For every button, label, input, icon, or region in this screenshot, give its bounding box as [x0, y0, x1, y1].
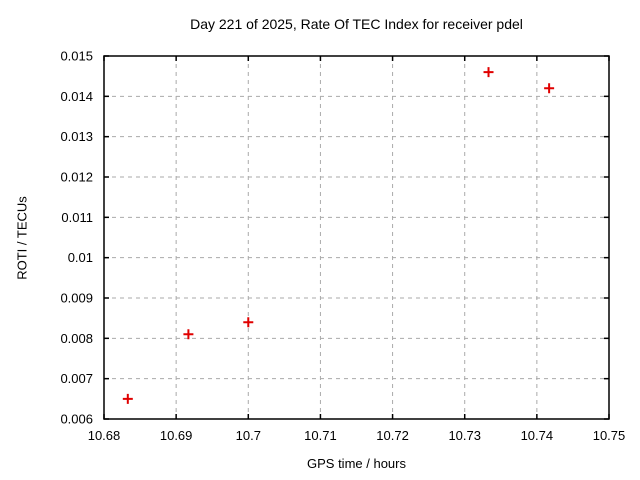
x-axis-label: GPS time / hours: [307, 456, 406, 471]
data-point-marker: [243, 317, 254, 328]
y-tick-label: 0.006: [60, 412, 93, 427]
y-axis-label: ROTI / TECUs: [14, 196, 30, 280]
y-tick-label: 0.014: [60, 89, 93, 104]
y-tick-label: 0.011: [61, 210, 93, 225]
x-tick-label: 10.71: [304, 428, 337, 443]
data-point-marker: [483, 67, 494, 78]
x-tick-label: 10.72: [376, 428, 409, 443]
y-tick-label: 0.013: [60, 129, 93, 144]
y-tick-label: 0.01: [68, 250, 93, 265]
data-point-marker: [122, 393, 133, 404]
y-tick-label: 0.012: [60, 170, 93, 185]
data-point-marker: [544, 83, 555, 94]
x-tick-label: 10.69: [160, 428, 193, 443]
y-tick-label: 0.015: [60, 49, 93, 64]
chart-title: Day 221 of 2025, Rate Of TEC Index for r…: [190, 16, 523, 32]
data-point-marker: [183, 329, 194, 340]
x-tick-label: 10.68: [88, 428, 121, 443]
x-tick-label: 10.74: [521, 428, 554, 443]
y-tick-label: 0.009: [60, 291, 93, 306]
y-tick-label: 0.007: [60, 371, 93, 386]
x-tick-label: 10.73: [448, 428, 481, 443]
y-tick-label: 0.008: [60, 331, 93, 346]
x-tick-label: 10.75: [593, 428, 626, 443]
plot-frame: [103, 55, 610, 420]
x-tick-label: 10.7: [236, 428, 261, 443]
